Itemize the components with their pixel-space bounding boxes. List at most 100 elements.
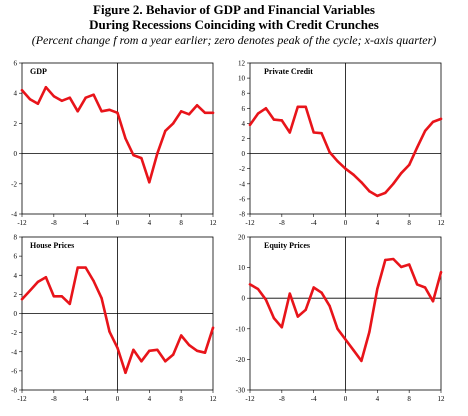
chart1-data-point (36, 102, 40, 105)
chart4-data-point (248, 283, 252, 286)
chart4-data-point (423, 286, 427, 289)
chart3-data-point (195, 349, 199, 352)
chart2-x-tick-label: -12 (245, 219, 255, 227)
chart1-data-point (84, 96, 87, 99)
figure-title-line2: During Recessions Coinciding with Credit… (89, 17, 379, 32)
chart3-x-tick-label: 0 (116, 395, 120, 403)
chart2-data-point (392, 182, 395, 185)
chart4-data-point (320, 291, 323, 294)
chart3-data-point (44, 275, 48, 279)
chart2-data-point (272, 118, 276, 121)
chart4-data-point (431, 300, 435, 303)
chart1-data-point (108, 108, 111, 112)
chart3-x-tick-label: -12 (17, 395, 27, 403)
chart2-data-point (352, 173, 355, 176)
chart2-y-tick-label: -8 (239, 211, 245, 219)
chart2-y-tick-label: -4 (239, 180, 245, 188)
chart4-data-point (296, 315, 299, 318)
chart3-data-point (211, 326, 215, 330)
chart1-x-tick-label: -4 (83, 219, 89, 227)
chart4-x-tick-label: 0 (344, 395, 348, 403)
chart4-data-point (360, 359, 363, 363)
chart2-data-point (264, 107, 268, 110)
chart4-x-tick-label: -8 (279, 395, 285, 403)
chart2-x-tick-label: 8 (407, 219, 411, 227)
chart1-data-point (195, 104, 199, 107)
chart2-data-point (423, 129, 427, 133)
chart4-data-point (376, 287, 379, 291)
chart1-x-tick-label: 12 (210, 219, 218, 227)
chart1-x-tick-label: -8 (51, 219, 57, 227)
chart2-data-point (360, 181, 363, 184)
chart3-y-tick-label: -8 (11, 387, 17, 395)
chart1-data-point (20, 88, 24, 92)
chart1-title: GDP (30, 67, 47, 76)
chart3-data-point (36, 280, 40, 284)
chart3-x-tick-label: 4 (148, 395, 152, 403)
chart2-x-tick-label: -8 (279, 219, 285, 227)
chart3-data-point (100, 297, 103, 300)
chart2-y-tick-label: 8 (242, 90, 246, 98)
chart3-data-point (172, 353, 175, 356)
chart3-data-point (68, 302, 71, 306)
chart2-y-tick-label: -2 (239, 165, 245, 173)
chart4-data-point (384, 258, 387, 262)
chart3-data-point (203, 351, 207, 354)
chart2-data-point (296, 105, 299, 108)
chart1-data-point (52, 95, 56, 98)
chart1-y-tick-label: -2 (11, 180, 17, 188)
chart1-data-point (187, 113, 191, 116)
chart4-x-tick-label: 8 (407, 395, 411, 403)
chart1-data-point (60, 99, 63, 102)
chart1-data-point (203, 111, 207, 115)
chart1-data-point (172, 122, 175, 125)
chart3-x-tick-label: 12 (210, 395, 218, 403)
chart2-x-tick-label: 12 (438, 219, 446, 227)
chart3-y-tick-label: -2 (11, 329, 17, 337)
chart2-title: Private Credit (264, 67, 313, 76)
chart2-x-tick-label: -4 (311, 219, 317, 227)
chart2-y-tick-label: 6 (242, 105, 246, 113)
chart2-data-point (368, 190, 371, 193)
chart4-data-point (264, 298, 268, 301)
chart2-y-tick-label: 10 (238, 75, 246, 83)
chart1-data-point (116, 111, 119, 115)
chart4-data-point (400, 265, 403, 269)
figure-subtitle: (Percent change f rom a year earlier; ze… (31, 33, 437, 47)
chart1-y-tick-label: 4 (14, 90, 18, 98)
chart3-data-point (28, 289, 32, 292)
chart3-data-point (132, 348, 135, 352)
chart4-data-point (288, 292, 291, 295)
chart1-x-tick-label: 0 (116, 219, 120, 227)
chart2-data-point (280, 119, 284, 122)
chart3-y-tick-label: 2 (14, 291, 18, 299)
chart4-data-point (328, 304, 331, 308)
chart3-data-point (108, 330, 111, 333)
chart2-y-tick-label: 12 (238, 60, 246, 68)
chart4-y-tick-label: 10 (238, 264, 246, 272)
chart2-x-tick-label: 4 (376, 219, 380, 227)
chart1-y-tick-label: 6 (14, 60, 18, 68)
chart3-y-tick-label: 4 (14, 272, 18, 280)
chart2-data-point (344, 167, 347, 170)
chart4-y-tick-label: 0 (242, 295, 246, 303)
chart3-title: House Prices (30, 241, 74, 250)
chart3-y-tick-label: 0 (14, 310, 18, 318)
chart2-data-point (415, 146, 419, 149)
chart4-data-point (272, 316, 276, 320)
chart4-data-point (407, 263, 411, 266)
chart1-data-point (44, 85, 48, 89)
chart1-data-point (28, 98, 32, 101)
chart2-data-point (256, 112, 260, 115)
chart3-data-point (148, 349, 151, 352)
chart4-data-point (304, 308, 307, 312)
chart1-data-point (179, 110, 183, 113)
chart1-data-point (92, 93, 95, 96)
chart2-y-tick-label: 0 (242, 150, 246, 158)
chart2-data-point (407, 163, 411, 167)
chart3-y-tick-label: 6 (14, 253, 18, 261)
chart2-data-point (248, 123, 252, 127)
chart2-y-tick-label: 2 (242, 135, 246, 143)
chart1-data-point (132, 153, 135, 157)
